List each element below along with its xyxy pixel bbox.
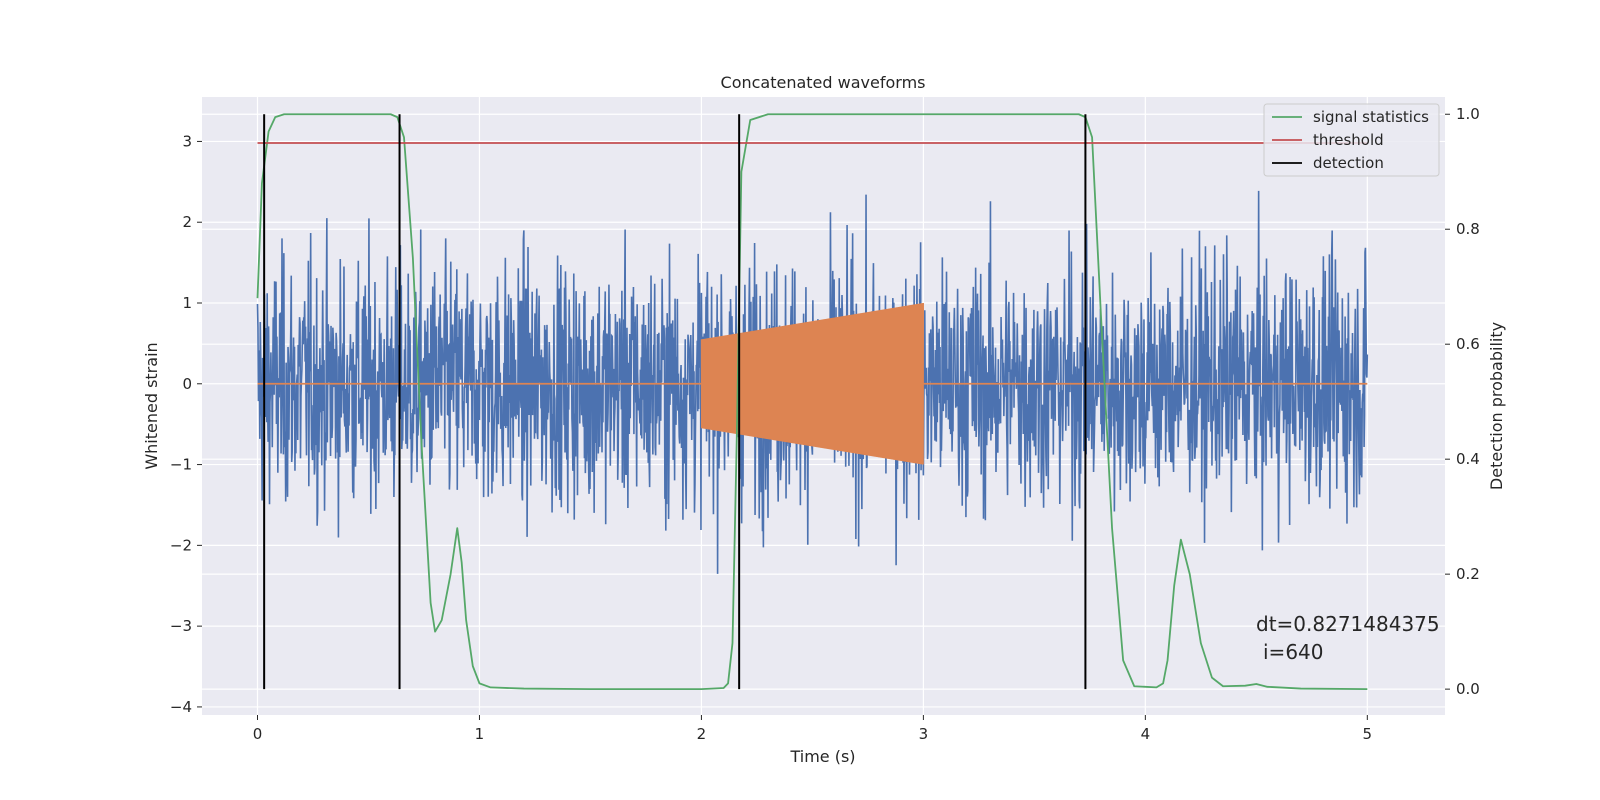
x-tick-label: 3 xyxy=(919,725,929,743)
y-tick-label: 0 xyxy=(182,375,192,393)
legend-label-threshold: threshold xyxy=(1313,131,1384,149)
y2-tick-label: 0.4 xyxy=(1456,450,1480,468)
x-tick-label: 1 xyxy=(475,725,485,743)
y-tick-label: 3 xyxy=(182,132,192,150)
y2-tick-label: 0.8 xyxy=(1456,220,1480,238)
legend-label-signal-statistics: signal statistics xyxy=(1313,108,1429,126)
x-tick-label: 5 xyxy=(1363,725,1373,743)
legend: signal statistics threshold detection xyxy=(1263,103,1440,177)
annotation-i: i=640 xyxy=(1263,640,1324,664)
chart-title: Concatenated waveforms xyxy=(721,73,926,92)
y-tick-label: −4 xyxy=(170,698,192,716)
legend-box xyxy=(1263,103,1440,177)
y2-tick-label: 0.2 xyxy=(1456,565,1480,583)
y2-tick-label: 1.0 xyxy=(1456,105,1480,123)
y-tick-label: −2 xyxy=(170,536,192,554)
y2-axis-label: Detection probability xyxy=(1487,322,1506,490)
x-tick-label: 2 xyxy=(697,725,707,743)
noise-line xyxy=(256,190,1369,574)
x-tick-label: 4 xyxy=(1141,725,1151,743)
series-layer xyxy=(256,113,1368,691)
x-axis-label: Time (s) xyxy=(789,747,855,766)
y-axis-label: Whitened strain xyxy=(142,342,161,469)
y2-tick-label: 0.0 xyxy=(1456,680,1480,698)
y-tick-label: 1 xyxy=(182,294,192,312)
signal-statistics-line xyxy=(256,113,1368,691)
noise-series xyxy=(256,190,1369,574)
legend-label-detection: detection xyxy=(1313,154,1384,172)
y-tick-label: −3 xyxy=(170,617,192,635)
y-tick-label: 2 xyxy=(182,213,192,231)
y-tick-label: −1 xyxy=(170,456,192,474)
x-tick-label: 0 xyxy=(253,725,263,743)
ticks: 0 1 2 3 4 5 −4 −3 −2 −1 0 1 2 3 0.0 0.2 0.4 0.6 0.8 1.0 xyxy=(170,105,1480,743)
y2-tick-label: 0.6 xyxy=(1456,335,1480,353)
annotation-dt: dt=0.8271484375 xyxy=(1256,612,1440,636)
